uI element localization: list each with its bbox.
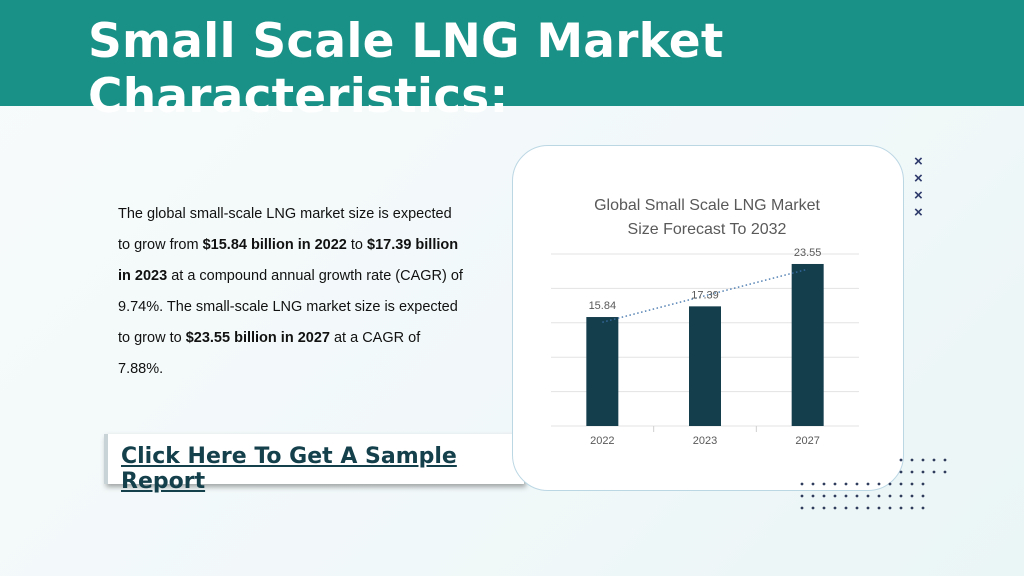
dot xyxy=(822,482,826,486)
title-banner: Small Scale LNG Market Characteristics: xyxy=(0,0,1024,124)
dot xyxy=(866,506,870,510)
dot xyxy=(833,482,837,486)
x-icon: × xyxy=(914,187,923,204)
bar-2027 xyxy=(791,263,824,426)
dot xyxy=(932,470,936,474)
dot xyxy=(932,458,936,462)
dot xyxy=(943,470,947,474)
bar-2023 xyxy=(689,306,721,426)
dot xyxy=(866,482,870,486)
x-icon: × xyxy=(914,170,923,187)
bar-chart: Global Small Scale LNG Market Size Forec… xyxy=(551,197,859,447)
x-tick-label-2022: 2022 xyxy=(590,435,614,447)
dot xyxy=(921,470,925,474)
data-label-2022: 15.84 xyxy=(589,300,617,312)
desc-text-3: at a compound annual growth rate (CAGR) … xyxy=(118,268,463,346)
chart-title-line-2: Size Forecast To 2032 xyxy=(628,221,787,238)
dot xyxy=(888,506,892,510)
dot xyxy=(910,458,914,462)
x-tick-label-2027: 2027 xyxy=(795,435,819,447)
dot xyxy=(855,494,859,498)
dot xyxy=(855,482,859,486)
dot xyxy=(888,482,892,486)
dot xyxy=(910,494,914,498)
x-pattern-decoration: × × × × xyxy=(914,153,923,221)
dot xyxy=(921,458,925,462)
dot xyxy=(921,494,925,498)
chart-title-line-1: Global Small Scale LNG Market xyxy=(594,197,820,214)
desc-bold-2023: $17.39 billion in 2023 xyxy=(118,237,459,284)
desc-text-1: The global small-scale LNG market size i… xyxy=(118,206,452,253)
desc-text-2: to xyxy=(346,237,368,253)
trend-line xyxy=(602,268,808,323)
dot xyxy=(910,482,914,486)
dot xyxy=(833,494,837,498)
dot xyxy=(855,506,859,510)
x-icon: × xyxy=(914,153,923,170)
dot xyxy=(899,482,903,486)
dot xyxy=(844,494,848,498)
dot-grid-decoration xyxy=(800,458,947,510)
dot xyxy=(899,458,903,462)
dot xyxy=(910,506,914,510)
dot xyxy=(811,482,815,486)
dot xyxy=(844,506,848,510)
page-title: Small Scale LNG Market Characteristics: xyxy=(88,14,724,124)
dot xyxy=(921,482,925,486)
dot xyxy=(822,506,826,510)
dot xyxy=(888,494,892,498)
desc-bold-2027: $23.55 billion in 2027 xyxy=(185,330,330,346)
market-description: The global small-scale LNG market size i… xyxy=(118,199,463,385)
dot xyxy=(877,482,881,486)
bar-2022 xyxy=(586,317,619,426)
dot xyxy=(910,470,914,474)
dot xyxy=(921,506,925,510)
dot xyxy=(899,494,903,498)
dot xyxy=(800,494,804,498)
x-tick-label-2023: 2023 xyxy=(693,435,717,447)
dot xyxy=(866,494,870,498)
dot xyxy=(800,506,804,510)
dot xyxy=(833,506,837,510)
dot xyxy=(877,494,881,498)
data-label-2027: 23.55 xyxy=(794,247,822,259)
desc-bold-2022: $15.84 billion in 2022 xyxy=(202,237,347,253)
chart-card: Global Small Scale LNG Market Size Forec… xyxy=(512,145,904,491)
dot xyxy=(811,506,815,510)
data-label-2023: 17.39 xyxy=(691,289,719,301)
dot xyxy=(822,494,826,498)
dot xyxy=(800,482,804,486)
sample-report-button[interactable]: Click Here To Get A Sample Report xyxy=(104,434,524,494)
dot xyxy=(811,494,815,498)
dot xyxy=(844,482,848,486)
dot xyxy=(877,506,881,510)
x-icon: × xyxy=(914,204,923,221)
dot xyxy=(943,458,947,462)
sample-report-link[interactable]: Click Here To Get A Sample Report xyxy=(121,444,457,494)
desc-text-4: at a CAGR of 7.88%. xyxy=(118,330,421,377)
dot xyxy=(899,506,903,510)
dot xyxy=(899,470,903,474)
